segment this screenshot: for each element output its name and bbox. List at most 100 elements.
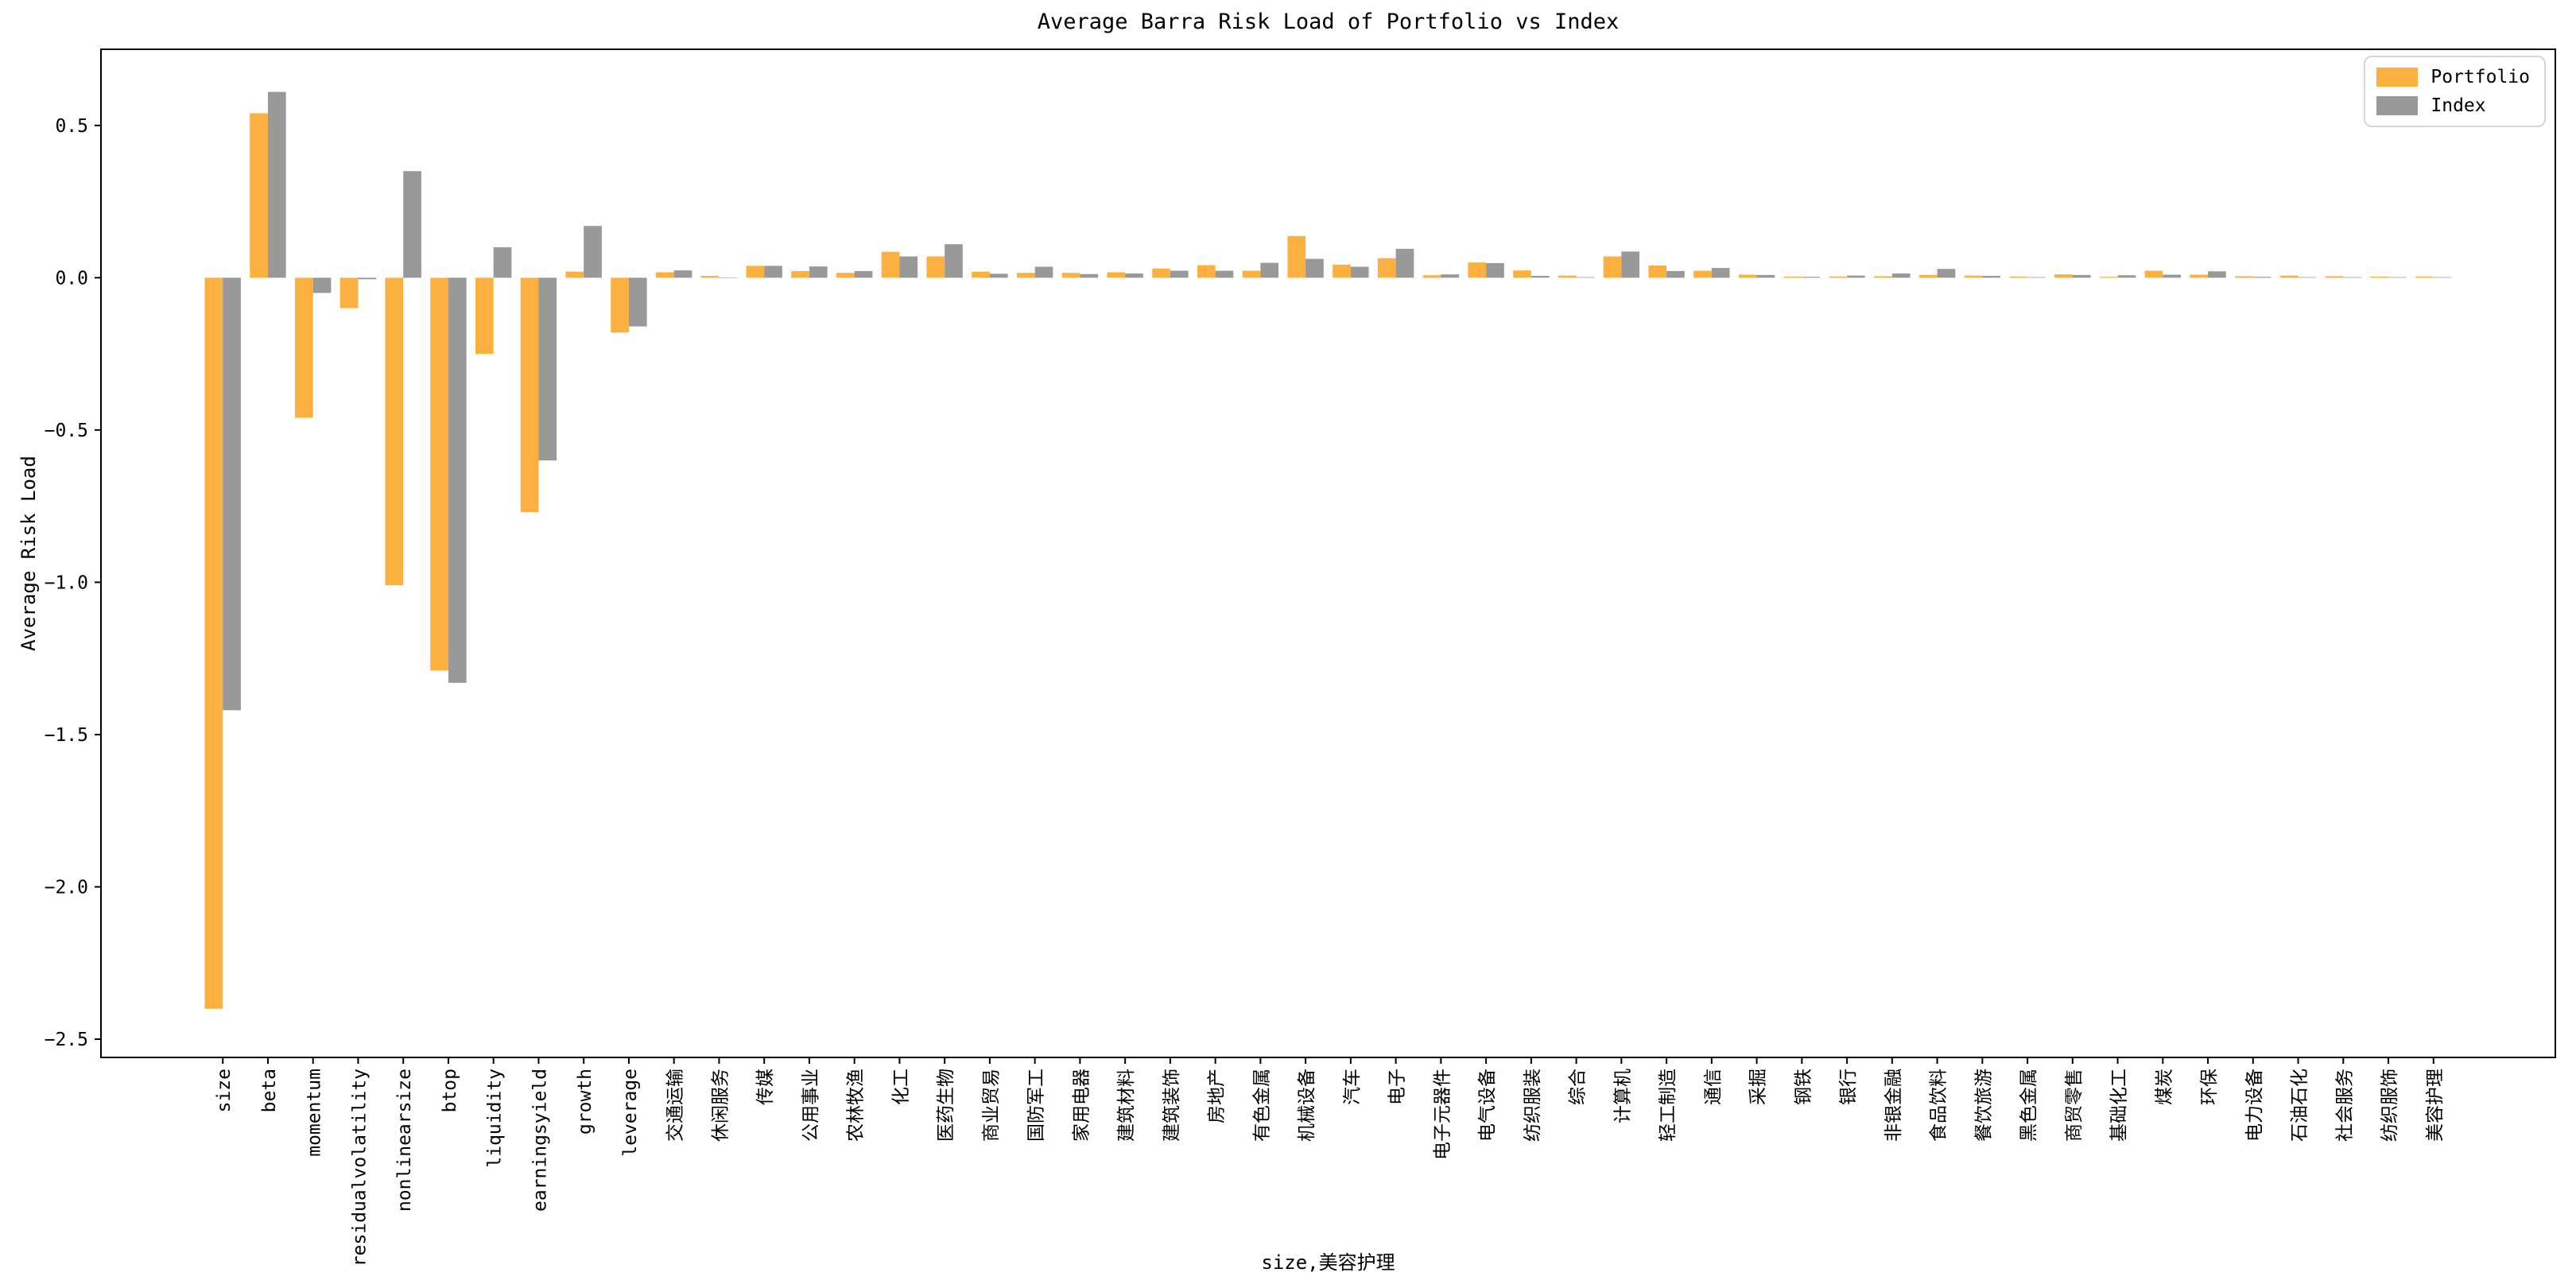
bar-index-电气设备 (1486, 262, 1504, 278)
bar-portfolio-公用事业 (791, 270, 809, 278)
bar-index-btop (448, 277, 467, 683)
bar-portfolio-计算机 (1603, 256, 1622, 278)
bar-portfolio-采掘 (1738, 274, 1757, 278)
bar-portfolio-化工 (881, 251, 900, 278)
x-tick-label-化工: 化工 (890, 1069, 911, 1105)
bar-index-综合 (1576, 277, 1595, 278)
bar-index-餐饮旅游 (1982, 276, 2001, 278)
plot-border (100, 48, 2556, 1058)
bar-portfolio-综合 (1558, 275, 1577, 278)
bar-portfolio-商业贸易 (972, 271, 990, 278)
x-tick-label-有色金属: 有色金属 (1251, 1069, 1272, 1142)
x-tick-label-公用事业: 公用事业 (801, 1069, 821, 1142)
legend-label-portfolio: Portfolio (2431, 67, 2530, 87)
bar-index-residualvolatility (358, 277, 377, 280)
bar-portfolio-momentum (295, 277, 313, 418)
bar-portfolio-residualvolatility (339, 277, 359, 308)
bar-portfolio-liquidity (475, 277, 494, 355)
legend-swatch-portfolio (2376, 68, 2419, 87)
bar-portfolio-纺织服饰 (2370, 276, 2389, 278)
bar-portfolio-电子元器件 (1422, 275, 1441, 278)
x-tick-label-采掘: 采掘 (1748, 1069, 1769, 1105)
bar-index-nonlinearsize (403, 171, 421, 278)
x-tick-label-机械设备: 机械设备 (1297, 1069, 1317, 1142)
bar-portfolio-建筑装饰 (1152, 268, 1170, 278)
bar-portfolio-石油石化 (2279, 275, 2299, 278)
x-tick-label-社会服务: 社会服务 (2334, 1069, 2355, 1142)
bar-index-建筑装饰 (1170, 270, 1189, 278)
bar-portfolio-餐饮旅游 (1964, 275, 1983, 278)
bar-index-有色金属 (1260, 262, 1279, 278)
bar-index-size (223, 277, 241, 711)
x-tick-label-基础化工: 基础化工 (2109, 1069, 2130, 1142)
bar-index-建筑材料 (1125, 273, 1143, 278)
bar-index-黑色金属 (2027, 277, 2046, 278)
bar-index-农林牧渔 (854, 270, 873, 278)
bar-portfolio-食品饮料 (1918, 274, 1938, 278)
bar-index-轻工制造 (1666, 270, 1685, 278)
bar-portfolio-建筑材料 (1107, 272, 1126, 278)
bar-index-医药生物 (945, 244, 963, 278)
bar-index-电子元器件 (1441, 274, 1460, 278)
bar-index-leverage (628, 277, 647, 327)
bar-index-石油石化 (2298, 277, 2317, 278)
y-tick-label: −1.0 (45, 572, 88, 593)
bar-index-beta (267, 91, 286, 278)
bar-index-休闲服务 (719, 277, 738, 278)
legend: Portfolio Index (2364, 56, 2546, 127)
bar-portfolio-电子 (1377, 258, 1396, 278)
y-tick-label: −2.5 (45, 1030, 88, 1050)
bar-portfolio-环保 (2190, 274, 2209, 278)
x-tick-label-家用电器: 家用电器 (1071, 1069, 1092, 1142)
legend-item-index: Index (2376, 95, 2530, 116)
bar-index-非银金融 (1891, 273, 1911, 278)
x-tick-label-通信: 通信 (1703, 1069, 1724, 1105)
bar-index-计算机 (1621, 251, 1640, 278)
x-tick-label-size: size (214, 1069, 235, 1112)
y-tick-label: −1.5 (45, 725, 88, 746)
bar-portfolio-国防军工 (1016, 273, 1035, 278)
x-tick-label-电力设备: 电力设备 (2244, 1069, 2265, 1142)
bar-portfolio-银行 (1829, 276, 1848, 278)
y-tick-label: −2.0 (45, 877, 88, 898)
x-tick-label-momentum: momentum (305, 1069, 325, 1157)
bar-portfolio-纺织服装 (1513, 270, 1531, 278)
bar-portfolio-leverage (611, 277, 629, 333)
bar-portfolio-钢铁 (1783, 276, 1802, 278)
bar-portfolio-nonlinearsize (385, 277, 404, 586)
x-tick-label-黑色金属: 黑色金属 (2019, 1069, 2039, 1142)
bar-index-传媒 (764, 266, 782, 278)
bar-index-公用事业 (809, 266, 828, 278)
bar-index-基础化工 (2117, 275, 2136, 278)
x-tick-label-国防军工: 国防军工 (1026, 1069, 1047, 1142)
x-tick-label-beta: beta (259, 1069, 280, 1112)
bar-portfolio-非银金融 (1874, 276, 1892, 278)
bar-portfolio-有色金属 (1242, 270, 1261, 278)
x-tick-label-商业贸易: 商业贸易 (981, 1069, 1002, 1142)
x-tick-label-nonlinearsize: nonlinearsize (394, 1069, 415, 1212)
bar-index-电子 (1395, 248, 1414, 278)
bar-index-growth (584, 226, 602, 278)
bar-portfolio-beta (250, 113, 268, 278)
chart-title: Average Barra Risk Load of Portfolio vs … (1037, 10, 1620, 34)
bar-index-纺织服装 (1530, 276, 1550, 278)
bar-index-煤炭 (2163, 274, 2182, 278)
y-tick-label: −0.5 (45, 421, 88, 441)
x-tick-label-休闲服务: 休闲服务 (710, 1069, 731, 1142)
x-tick-label-growth: growth (575, 1069, 596, 1135)
bar-portfolio-earningsyield (520, 277, 539, 513)
x-tick-label-计算机: 计算机 (1612, 1069, 1633, 1123)
bar-portfolio-休闲服务 (700, 276, 720, 278)
legend-item-portfolio: Portfolio (2376, 67, 2530, 87)
x-tick-label-医药生物: 医药生物 (936, 1069, 956, 1142)
x-tick-label-餐饮旅游: 餐饮旅游 (1973, 1069, 1994, 1142)
bar-portfolio-农林牧渔 (836, 273, 855, 278)
bar-index-机械设备 (1305, 258, 1324, 278)
bar-index-环保 (2208, 271, 2226, 278)
bar-portfolio-汽车 (1333, 264, 1351, 278)
bar-portfolio-电气设备 (1468, 262, 1487, 278)
x-tick-label-银行: 银行 (1838, 1069, 1859, 1105)
x-tick-label-建筑材料: 建筑材料 (1116, 1069, 1137, 1142)
